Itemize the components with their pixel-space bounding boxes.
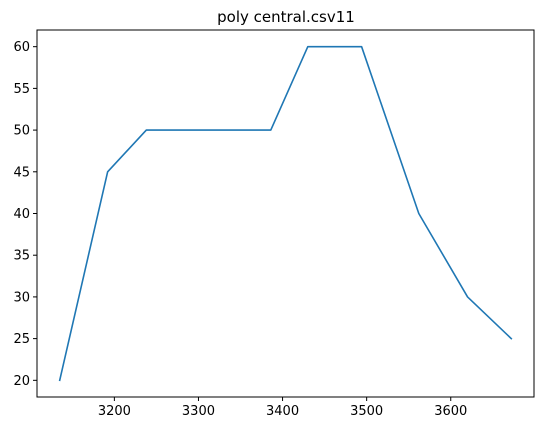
series-line [58, 45, 513, 382]
chart-title: poly central.csv11 [217, 8, 355, 26]
y-tick-label: 55 [13, 82, 30, 97]
plot-area-frame [36, 29, 535, 398]
y-tick-label: 40 [13, 207, 30, 222]
y-tick-label: 30 [13, 290, 30, 305]
x-tick-label: 3200 [98, 404, 131, 419]
y-tick-label: 60 [13, 40, 30, 55]
y-tick-label: 45 [13, 165, 30, 180]
series-layer [58, 45, 513, 382]
x-tick-label: 3300 [182, 404, 215, 419]
x-tick-label: 3400 [266, 404, 299, 419]
y-axis: 20 25 30 35 40 45 50 55 60 [13, 40, 37, 389]
y-tick-label: 35 [13, 249, 30, 264]
y-tick-label: 25 [13, 332, 30, 347]
y-tick-label: 50 [13, 124, 30, 139]
x-axis: 3200 3300 3400 3500 3600 [98, 397, 467, 419]
y-tick-label: 20 [13, 374, 30, 389]
x-tick-label: 3600 [434, 404, 467, 419]
x-tick-label: 3500 [350, 404, 383, 419]
